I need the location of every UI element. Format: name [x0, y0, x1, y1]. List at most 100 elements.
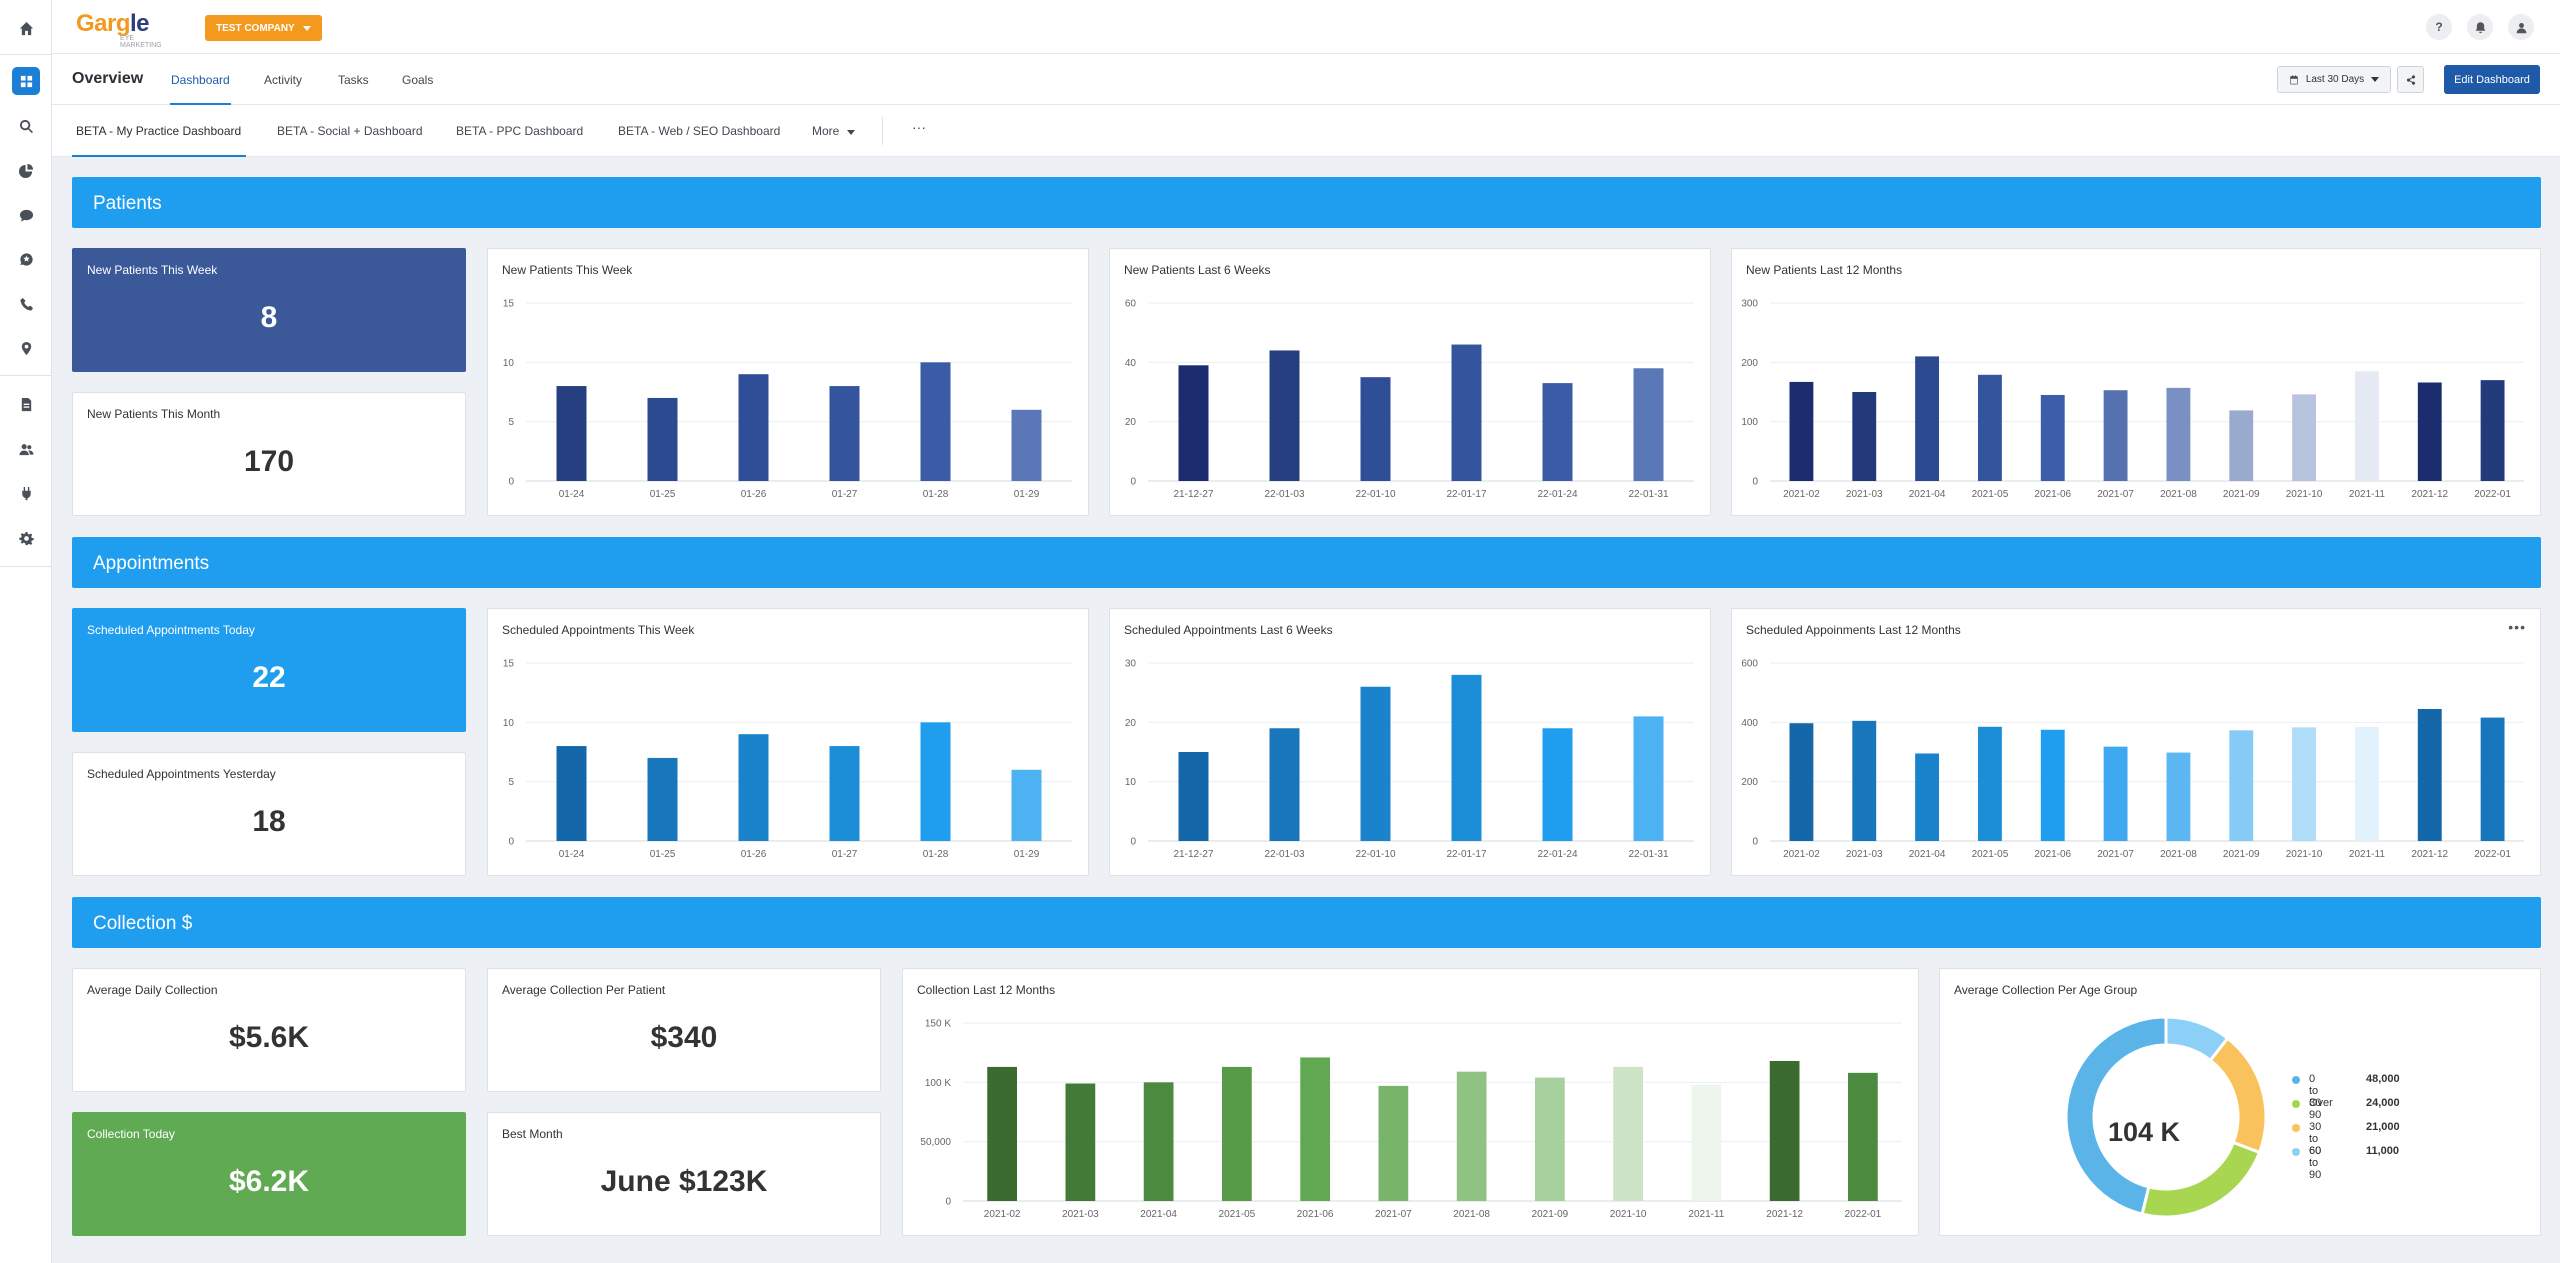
- card-menu-icon[interactable]: •••: [2508, 619, 2526, 635]
- stat-new-patients-week[interactable]: New Patients This Week 8: [72, 248, 466, 372]
- bar: [1011, 769, 1042, 841]
- bar: [738, 734, 769, 841]
- chart-new-patients-6-weeks[interactable]: 0 20 40 60 21-12-27 22-01-03 22-01-10 22-01-17 2…: [1109, 248, 1711, 516]
- dash-tab-practice[interactable]: BETA - My Practice Dashboard: [76, 124, 242, 138]
- plug-icon[interactable]: [12, 479, 40, 507]
- bar: [1011, 409, 1042, 481]
- stat-avg-collection-per-patient[interactable]: Average Collection Per Patient $340: [487, 968, 881, 1092]
- stat-appointments-yesterday[interactable]: Scheduled Appointments Yesterday 18: [72, 752, 466, 876]
- x-tick-label: 2021-02: [1783, 849, 1820, 860]
- edit-dashboard-button[interactable]: Edit Dashboard: [2444, 65, 2540, 94]
- stat-collection-today[interactable]: Collection Today $6.2K: [72, 1112, 466, 1236]
- x-tick-label: 22-01-31: [1628, 849, 1668, 860]
- legend-value: 24,000: [2366, 1097, 2400, 1109]
- company-selector[interactable]: TEST COMPANY: [205, 15, 322, 41]
- bell-icon[interactable]: [2467, 14, 2493, 40]
- x-tick-label: 2022-01: [2474, 489, 2511, 500]
- location-icon[interactable]: [12, 334, 40, 362]
- x-tick-label: 2021-12: [1766, 1209, 1803, 1220]
- more-dropdown[interactable]: More: [812, 124, 855, 138]
- bar: [1360, 377, 1391, 481]
- stat-avg-daily-collection[interactable]: Average Daily Collection $5.6K: [72, 968, 466, 1092]
- legend-label: 30 to 60: [2309, 1121, 2322, 1157]
- stat-best-month[interactable]: Best Month June $123K: [487, 1112, 881, 1236]
- chart-age-group-donut[interactable]: Average Collection Per Age Group 104 K 0…: [1939, 968, 2541, 1236]
- chart-title: New Patients Last 6 Weeks: [1124, 263, 1271, 277]
- date-range-select[interactable]: Last 30 Days: [2277, 66, 2391, 93]
- y-tick-label: 600: [1741, 659, 1758, 670]
- x-tick-label: 2021-05: [1972, 849, 2009, 860]
- dash-tab-ppc[interactable]: BETA - PPC Dashboard: [456, 124, 584, 138]
- logo[interactable]: Gargle EYE MARKETING: [76, 10, 162, 49]
- overflow-menu-icon[interactable]: ···: [912, 119, 926, 135]
- bar: [1915, 356, 1940, 481]
- section-title: Patients: [93, 193, 162, 214]
- users-icon[interactable]: [12, 435, 40, 463]
- bar: [2040, 729, 2065, 841]
- dash-tab-social[interactable]: BETA - Social + Dashboard: [277, 124, 423, 138]
- bar: [2229, 410, 2254, 481]
- x-tick-label: 01-28: [923, 489, 949, 500]
- section-title: Collection $: [93, 913, 193, 934]
- chart-appointments-12-months[interactable]: 0 200 400 600 2021-02 2021-03 2021-04 2021-05 20…: [1731, 608, 2541, 876]
- y-tick-label: 20: [1125, 417, 1137, 428]
- stat-title: Average Collection Per Patient: [502, 983, 666, 997]
- reviews-icon[interactable]: [12, 245, 40, 273]
- bar: [1360, 686, 1391, 841]
- legend-dot: [2292, 1148, 2300, 1156]
- search-icon[interactable]: [12, 112, 40, 140]
- tab-tasks[interactable]: Tasks: [338, 73, 369, 87]
- x-tick-label: 22-01-17: [1446, 489, 1486, 500]
- dashboard-icon[interactable]: [12, 67, 40, 95]
- bar: [2040, 394, 2065, 481]
- chart-appointments-6-weeks[interactable]: 0 10 20 30 21-12-27 22-01-03 22-01-10 22-01-17 2…: [1109, 608, 1711, 876]
- home-icon[interactable]: [12, 14, 40, 42]
- phone-icon[interactable]: [12, 290, 40, 318]
- tab-activity[interactable]: Activity: [264, 73, 303, 87]
- x-tick-label: 2021-10: [1610, 1209, 1647, 1220]
- bar: [1065, 1083, 1096, 1201]
- x-tick-label: 2021-03: [1846, 849, 1883, 860]
- bar: [1915, 753, 1940, 841]
- stat-appointments-today[interactable]: Scheduled Appointments Today 22: [72, 608, 466, 732]
- pie-chart-icon[interactable]: [12, 156, 40, 184]
- rail-divider: [0, 566, 52, 567]
- stat-new-patients-month[interactable]: New Patients This Month 170: [72, 392, 466, 516]
- x-tick-label: 2021-11: [2349, 849, 2385, 860]
- bar: [1300, 1057, 1330, 1201]
- tab-goals[interactable]: Goals: [402, 73, 434, 87]
- section-title: Appointments: [93, 553, 210, 574]
- y-tick-label: 0: [508, 477, 514, 488]
- tab-dashboard[interactable]: Dashboard: [171, 73, 230, 87]
- x-tick-label: 22-01-24: [1537, 489, 1577, 500]
- y-tick-label: 0: [508, 837, 514, 848]
- x-tick-label: 2021-08: [2160, 849, 2197, 860]
- avatar[interactable]: [2508, 14, 2534, 40]
- bar: [1848, 1072, 1878, 1201]
- x-tick-label: 2021-06: [2034, 849, 2071, 860]
- x-tick-label: 01-27: [832, 849, 858, 860]
- chat-icon[interactable]: [12, 201, 40, 229]
- stat-title: New Patients This Week: [87, 263, 218, 277]
- x-tick-label: 2021-08: [1453, 1209, 1490, 1220]
- gear-icon[interactable]: [12, 524, 40, 552]
- x-tick-label: 2022-01: [1845, 1209, 1882, 1220]
- x-tick-label: 2021-07: [1375, 1209, 1412, 1220]
- chart-new-patients-12-months[interactable]: 0 100 200 300 2021-02 2021-03 2021-04 2021-05 20…: [1731, 248, 2541, 516]
- bar: [1789, 723, 1814, 841]
- stat-value: 170: [243, 445, 295, 478]
- chart-appointments-week[interactable]: 0 5 10 15 01-24 01-25 01-26 01-27 01-28 01-29 Sch…: [487, 608, 1089, 876]
- share-button[interactable]: [2397, 66, 2424, 93]
- stat-title: Scheduled Appointments Yesterday: [87, 767, 276, 781]
- x-tick-label: 22-01-24: [1537, 849, 1577, 860]
- document-icon[interactable]: [12, 390, 40, 418]
- chart-collection-12-months[interactable]: 0 50,000 100 K 150 K 2021-02 2021-03 2021-04 20…: [902, 968, 1919, 1236]
- dash-tab-seo[interactable]: BETA - Web / SEO Dashboard: [618, 124, 781, 138]
- chart-title: Average Collection Per Age Group: [1954, 983, 2138, 997]
- tab-divider: [882, 117, 883, 145]
- chart-new-patients-week[interactable]: 0 5 10 15 01-24 01-25 01-26 01-27 01-28 01-29 New…: [487, 248, 1089, 516]
- company-label: TEST COMPANY: [216, 22, 295, 34]
- help-icon[interactable]: ?: [2426, 14, 2452, 40]
- active-dash-tab-indicator: [72, 155, 246, 157]
- bar: [1535, 1077, 1565, 1201]
